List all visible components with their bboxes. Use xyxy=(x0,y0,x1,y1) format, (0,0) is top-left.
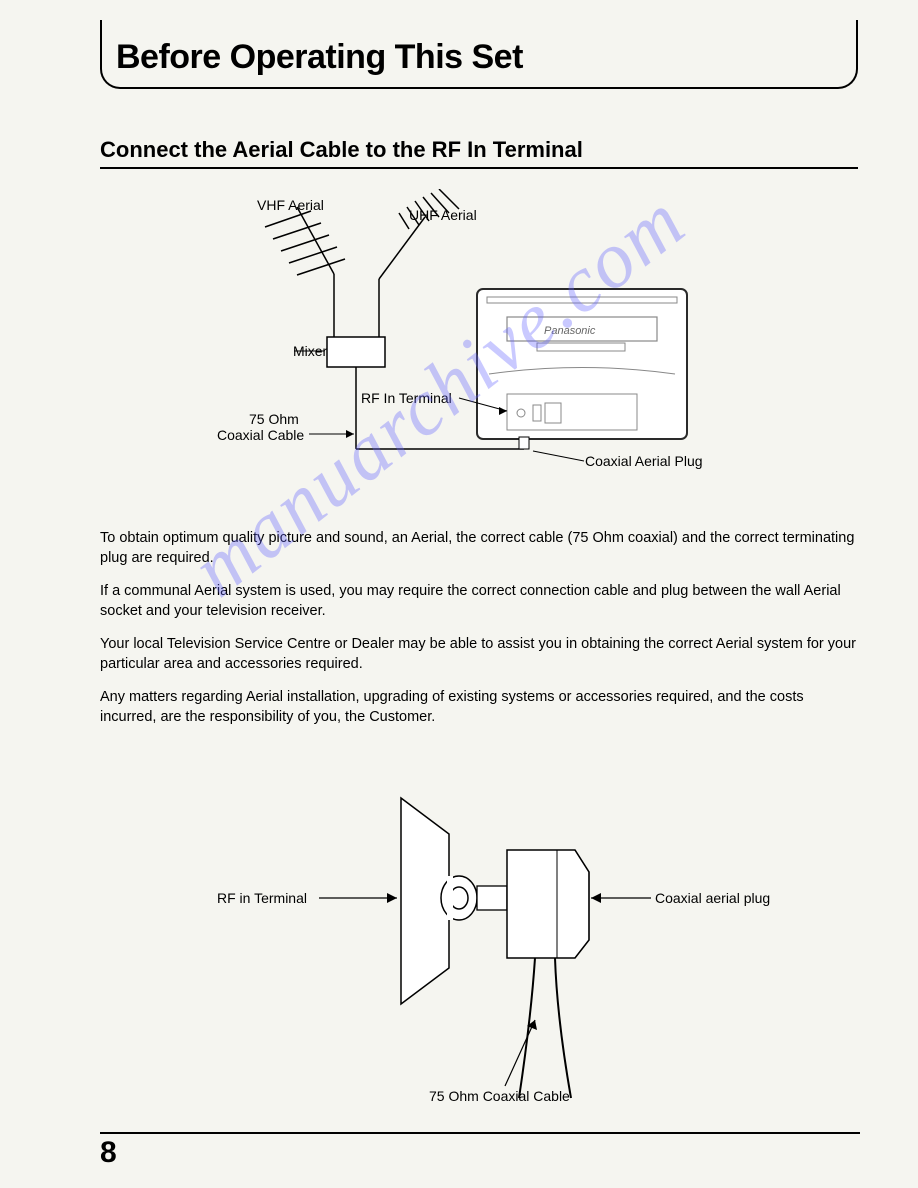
diagram2-svg xyxy=(179,758,779,1118)
diagram1-svg: Panasonic xyxy=(129,189,829,509)
mixer-label: Mixer xyxy=(293,343,327,359)
page-number: 8 xyxy=(100,1132,860,1170)
paragraph-3: Your local Television Service Centre or … xyxy=(100,635,858,674)
cable-label-2: Coaxial Cable xyxy=(217,427,304,443)
paragraph-1: To obtain optimum quality picture and so… xyxy=(100,529,858,568)
main-title: Before Operating This Set xyxy=(116,38,842,77)
paragraph-2: If a communal Aerial system is used, you… xyxy=(100,582,858,621)
connection-diagram: Panasonic VHF Aerial UHF Aerial Mixer RF… xyxy=(129,189,829,509)
rf-in-label: RF In Terminal xyxy=(361,390,452,406)
coax-plug-label-2: Coaxial aerial plug xyxy=(655,890,770,906)
coax-cable-label: 75 Ohm Coaxial Cable xyxy=(429,1088,570,1104)
coax-plug-label: Coaxial Aerial Plug xyxy=(585,453,703,469)
rf-terminal-diagram: RF in Terminal Coaxial aerial plug 75 Oh… xyxy=(179,758,779,1118)
page: Before Operating This Set Connect the Ae… xyxy=(100,40,858,1148)
vhf-aerial-label: VHF Aerial xyxy=(257,197,324,213)
cable-label-1: 75 Ohm xyxy=(249,411,299,427)
brand-text: Panasonic xyxy=(544,325,596,337)
section-title: Connect the Aerial Cable to the RF In Te… xyxy=(100,137,858,169)
uhf-aerial-label: UHF Aerial xyxy=(409,207,477,223)
paragraph-4: Any matters regarding Aerial installatio… xyxy=(100,688,858,727)
title-frame: Before Operating This Set xyxy=(100,20,858,89)
rf-terminal-label: RF in Terminal xyxy=(217,890,307,906)
